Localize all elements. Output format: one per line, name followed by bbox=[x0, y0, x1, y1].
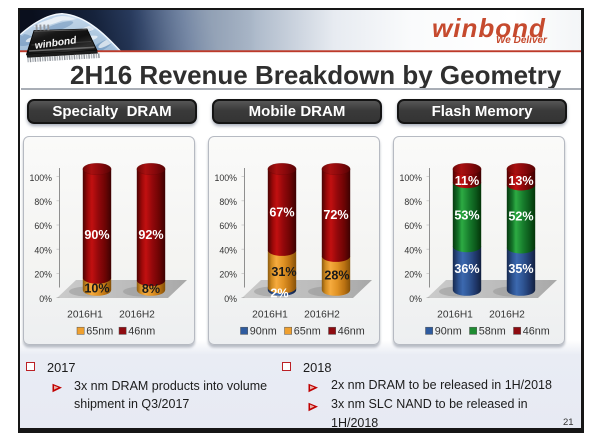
svg-text:46nm: 46nm bbox=[338, 325, 365, 337]
svg-text:46nm: 46nm bbox=[523, 325, 550, 337]
svg-text:90nm: 90nm bbox=[250, 325, 277, 337]
svg-text:65nm: 65nm bbox=[294, 325, 321, 337]
svg-text:8%: 8% bbox=[142, 282, 160, 296]
svg-text:10%: 10% bbox=[84, 281, 109, 295]
svg-text:11%: 11% bbox=[455, 174, 480, 188]
svg-text:20%: 20% bbox=[34, 270, 52, 280]
svg-text:36%: 36% bbox=[454, 262, 479, 276]
svg-text:100%: 100% bbox=[30, 173, 53, 183]
svg-text:58nm: 58nm bbox=[479, 325, 506, 337]
svg-text:28%: 28% bbox=[324, 268, 349, 282]
svg-text:90nm: 90nm bbox=[435, 325, 462, 337]
svg-text:2016H2: 2016H2 bbox=[304, 309, 340, 320]
svg-text:90%: 90% bbox=[84, 228, 109, 242]
svg-text:2016H1: 2016H1 bbox=[437, 309, 473, 320]
svg-text:60%: 60% bbox=[404, 221, 422, 231]
svg-text:0%: 0% bbox=[409, 294, 422, 304]
svg-text:2016H2: 2016H2 bbox=[489, 309, 525, 320]
svg-text:53%: 53% bbox=[454, 208, 479, 222]
svg-text:60%: 60% bbox=[34, 221, 52, 231]
svg-text:65nm: 65nm bbox=[86, 325, 113, 337]
svg-text:52%: 52% bbox=[508, 209, 533, 223]
svg-text:80%: 80% bbox=[404, 197, 422, 207]
svg-text:2016H1: 2016H1 bbox=[67, 309, 103, 320]
svg-text:67%: 67% bbox=[269, 205, 294, 219]
svg-text:60%: 60% bbox=[219, 221, 237, 231]
svg-text:46nm: 46nm bbox=[128, 325, 155, 337]
svg-text:35%: 35% bbox=[508, 262, 533, 276]
svg-text:72%: 72% bbox=[323, 208, 348, 222]
svg-text:20%: 20% bbox=[404, 270, 422, 280]
svg-text:0%: 0% bbox=[39, 294, 52, 304]
svg-text:40%: 40% bbox=[34, 245, 52, 255]
svg-text:100%: 100% bbox=[215, 173, 238, 183]
svg-text:2016H2: 2016H2 bbox=[119, 309, 155, 320]
svg-text:100%: 100% bbox=[400, 173, 423, 183]
svg-text:13%: 13% bbox=[508, 174, 533, 188]
svg-text:2016H1: 2016H1 bbox=[252, 309, 288, 320]
svg-text:0%: 0% bbox=[224, 294, 237, 304]
svg-text:92%: 92% bbox=[138, 228, 163, 242]
svg-text:2%: 2% bbox=[270, 286, 288, 300]
svg-text:80%: 80% bbox=[34, 197, 52, 207]
svg-text:40%: 40% bbox=[219, 245, 237, 255]
svg-text:31%: 31% bbox=[271, 265, 296, 279]
svg-text:20%: 20% bbox=[219, 270, 237, 280]
svg-text:80%: 80% bbox=[219, 197, 237, 207]
svg-text:40%: 40% bbox=[404, 245, 422, 255]
